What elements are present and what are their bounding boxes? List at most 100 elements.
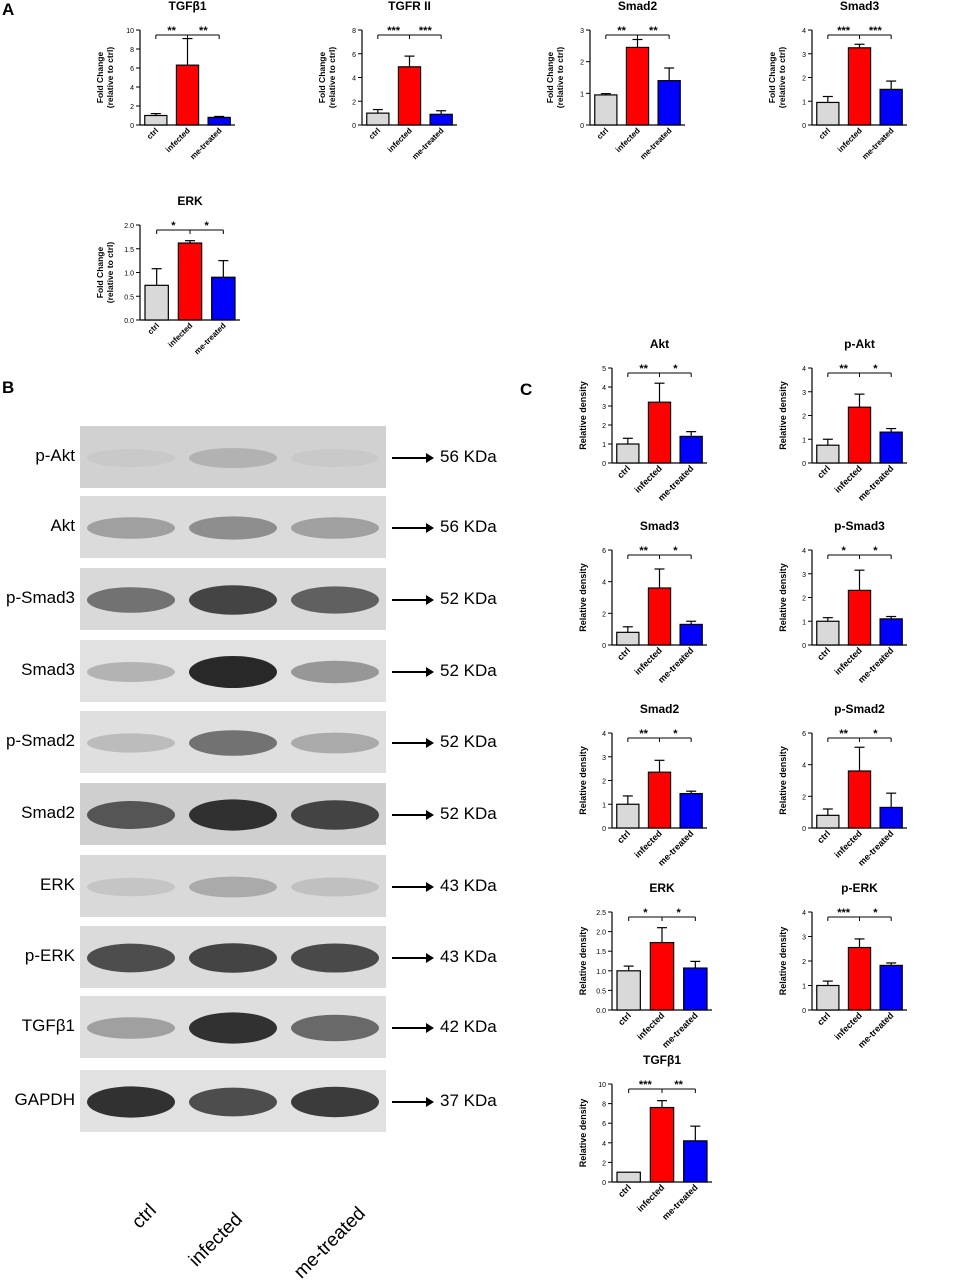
blot-band bbox=[87, 517, 175, 539]
y-axis-label: Relative density bbox=[578, 563, 588, 632]
bar-ctrl bbox=[816, 620, 840, 646]
category-label: me-treated bbox=[660, 1010, 700, 1050]
blot-band bbox=[87, 449, 175, 467]
bar-me-treated bbox=[207, 116, 231, 126]
blot-label: Akt bbox=[50, 516, 75, 535]
category-label: infected bbox=[632, 645, 663, 676]
y-tick-label: 0.0 bbox=[124, 318, 134, 325]
blot-label: p-Smad3 bbox=[6, 588, 75, 607]
y-tick-label: 3 bbox=[802, 935, 806, 942]
y-tick-label: 0.0 bbox=[596, 1008, 606, 1015]
arrow-icon bbox=[392, 738, 434, 748]
bar-infected bbox=[647, 587, 672, 646]
y-tick-label: 6 bbox=[602, 548, 606, 555]
blot-strip bbox=[80, 855, 386, 917]
chart-title: TGFR II bbox=[388, 0, 431, 13]
bar-me-treated bbox=[429, 113, 453, 126]
y-tick-label: 1.5 bbox=[124, 247, 134, 254]
y-tick-label: 10 bbox=[598, 1082, 606, 1089]
bar-ctrl bbox=[144, 114, 168, 126]
y-tick-label: 3 bbox=[580, 28, 584, 35]
y-tick-label: 4 bbox=[802, 763, 806, 770]
molecular-weight-label: 42 KDa bbox=[440, 1017, 497, 1036]
sig-label: *** bbox=[387, 25, 401, 37]
y-axis-label: Relative density bbox=[578, 1099, 588, 1168]
category-label: infected bbox=[614, 126, 642, 154]
blot-band bbox=[87, 877, 175, 897]
molecular-weight-label: 37 KDa bbox=[440, 1091, 497, 1110]
y-tick-label: 4 bbox=[602, 580, 606, 587]
chart-title: p-Smad3 bbox=[834, 519, 885, 533]
bar-me-treated bbox=[657, 80, 681, 126]
blot-band bbox=[189, 876, 277, 898]
y-axis-label: Fold Change bbox=[767, 52, 777, 104]
y-tick-label: 2 bbox=[602, 611, 606, 618]
bar-ctrl bbox=[816, 444, 840, 464]
chart-title: p-Smad2 bbox=[834, 702, 885, 716]
blot-label: p-Akt bbox=[35, 446, 75, 465]
blot-strip bbox=[80, 496, 386, 558]
category-label: me-treated bbox=[188, 126, 223, 161]
y-axis-label: Relative density bbox=[578, 381, 588, 450]
category-label: me-treated bbox=[660, 1182, 700, 1222]
bar-infected bbox=[647, 401, 672, 464]
y-tick-label: 1 bbox=[802, 437, 806, 444]
bar-infected bbox=[625, 46, 650, 126]
bar-ctrl bbox=[616, 443, 640, 464]
category-label: ctrl bbox=[817, 126, 832, 141]
sig-label: *** bbox=[837, 907, 851, 919]
blot-strip bbox=[80, 926, 386, 988]
blot-band bbox=[291, 877, 379, 897]
sig-label: *** bbox=[419, 25, 433, 37]
lane-label: me-treated bbox=[290, 1203, 370, 1283]
blot-band bbox=[291, 1086, 379, 1118]
y-tick-label: 3 bbox=[802, 52, 806, 59]
panel-label-a: A bbox=[2, 0, 15, 19]
sig-label: * bbox=[873, 545, 878, 557]
bar-ctrl bbox=[594, 94, 618, 126]
y-axis-label-sub: (relative to ctrl) bbox=[105, 242, 115, 304]
chart-c-tgfb1: TGFβ1 0 2 4 6 8 10 Relative density ctrl infected… bbox=[578, 1053, 712, 1222]
sig-label: * bbox=[673, 728, 678, 740]
blot-band bbox=[291, 660, 379, 684]
molecular-weight-label: 43 KDa bbox=[440, 947, 497, 966]
sig-label: * bbox=[873, 363, 878, 375]
sig-label: * bbox=[643, 907, 648, 919]
bar-infected bbox=[649, 941, 675, 1011]
blot-band bbox=[291, 943, 379, 973]
sig-label: *** bbox=[639, 1079, 653, 1091]
category-label: me-treated bbox=[860, 126, 895, 161]
arrow-icon bbox=[392, 1097, 434, 1107]
chart-title: p-ERK bbox=[841, 881, 878, 895]
y-axis-label-sub: (relative to ctrl) bbox=[777, 47, 787, 109]
category-label: me-treated bbox=[638, 126, 673, 161]
molecular-weight-label: 43 KDa bbox=[440, 876, 497, 895]
y-tick-label: 0 bbox=[602, 643, 606, 650]
y-axis-label: Relative density bbox=[778, 746, 788, 815]
sig-label: ** bbox=[167, 25, 176, 37]
blot-label: TGFβ1 bbox=[21, 1016, 75, 1035]
blot-band bbox=[87, 662, 175, 682]
bar-me-treated bbox=[879, 806, 903, 829]
category-label: infected bbox=[632, 828, 663, 859]
y-tick-label: 2 bbox=[802, 959, 806, 966]
chart-title: Smad2 bbox=[640, 702, 680, 716]
chart-c-erk: ERK 0.0 0.5 1.0 1.5 2.0 2.5 Relative density ctr… bbox=[578, 881, 712, 1050]
blot-band bbox=[189, 1012, 277, 1044]
category-label: infected bbox=[635, 1010, 666, 1041]
y-tick-label: 0 bbox=[580, 123, 584, 130]
y-tick-label: 1 bbox=[602, 802, 606, 809]
category-label: ctrl bbox=[145, 126, 160, 141]
bar-ctrl bbox=[144, 284, 169, 321]
chart-title: ERK bbox=[649, 881, 675, 895]
sig-label: ** bbox=[649, 25, 658, 37]
blot-band bbox=[87, 943, 175, 973]
bar-ctrl bbox=[816, 814, 840, 829]
bar-ctrl bbox=[616, 803, 640, 829]
y-tick-label: 0 bbox=[802, 123, 806, 130]
y-tick-label: 3 bbox=[602, 755, 606, 762]
sig-label: ** bbox=[639, 363, 648, 375]
blot-band bbox=[189, 799, 277, 831]
